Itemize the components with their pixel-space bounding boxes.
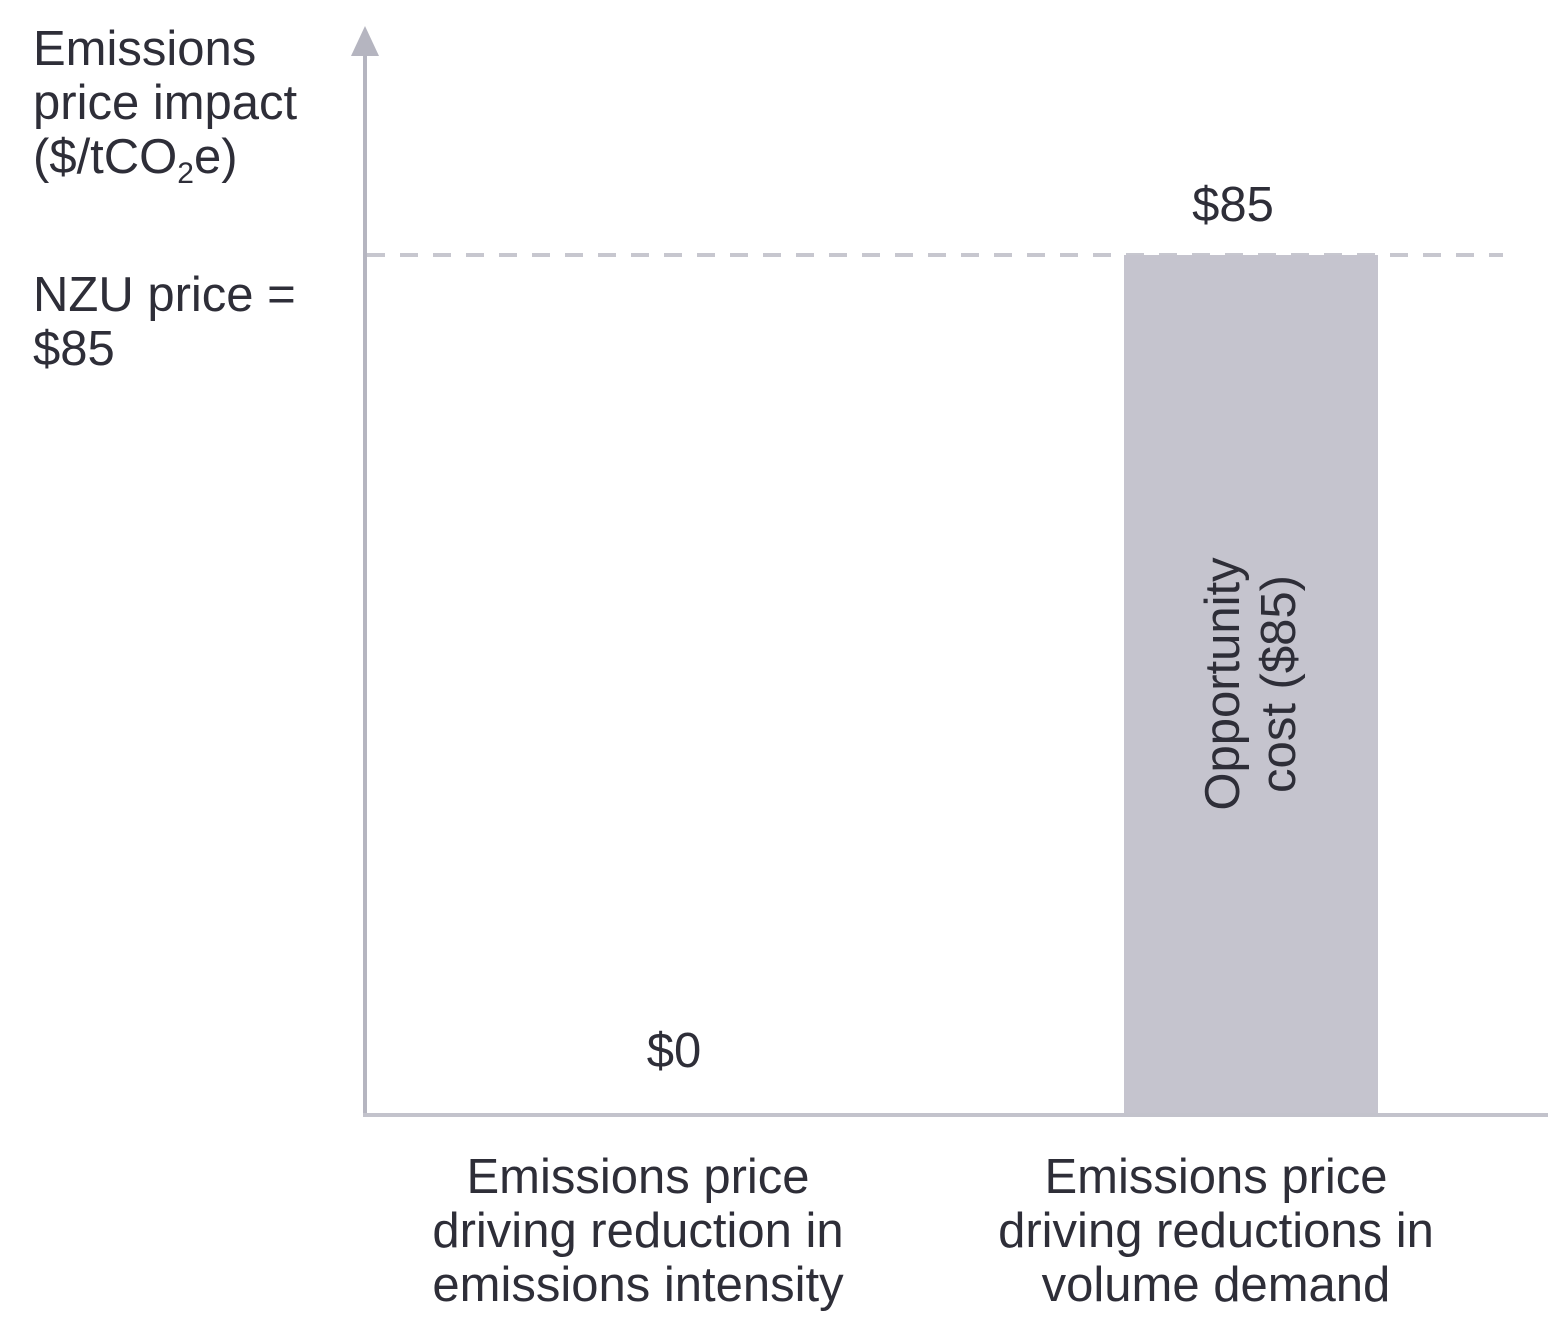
y-axis-line [363, 46, 367, 1115]
value-label-85: $85 [1192, 178, 1274, 232]
category-label-line: Emissions price [466, 1150, 810, 1204]
reference-line-label: NZU price = $85 [33, 268, 296, 376]
category-label-emissions-intensity: Emissions price driving reduction in emi… [432, 1150, 843, 1312]
category-label-line: Emissions price [1044, 1150, 1388, 1204]
bar-inner-label: Opportunity cost ($85) [1195, 557, 1307, 810]
category-label-line: volume demand [1041, 1258, 1391, 1312]
reference-label-line: $85 [33, 322, 115, 376]
category-label-line: driving reductions in [998, 1204, 1434, 1258]
bar-volume-demand: Opportunity cost ($85) [1124, 255, 1378, 1113]
unit-suffix: e) [193, 130, 238, 184]
category-label-volume-demand: Emissions price driving reductions in vo… [998, 1150, 1434, 1312]
y-axis-title-line: Emissions [33, 22, 257, 76]
x-axis-line [363, 1113, 1548, 1117]
reference-label-line: NZU price = [33, 268, 296, 322]
category-label-line: emissions intensity [432, 1258, 844, 1312]
bar-inner-label-line: Opportunity [1196, 557, 1250, 811]
unit-subscript: 2 [177, 157, 194, 190]
value-label-zero: $0 [646, 1024, 702, 1078]
bar-inner-label-line: cost ($85) [1252, 575, 1306, 793]
y-axis-title-line: price impact [33, 76, 298, 130]
y-axis-title: Emissions price impact ($/tCO2e) [33, 22, 297, 201]
reference-dashed-line [367, 253, 1503, 257]
category-label-line: driving reduction in [432, 1204, 844, 1258]
unit-prefix: ($/tCO [33, 130, 178, 184]
y-axis-title-unit: ($/tCO2e) [33, 130, 297, 201]
